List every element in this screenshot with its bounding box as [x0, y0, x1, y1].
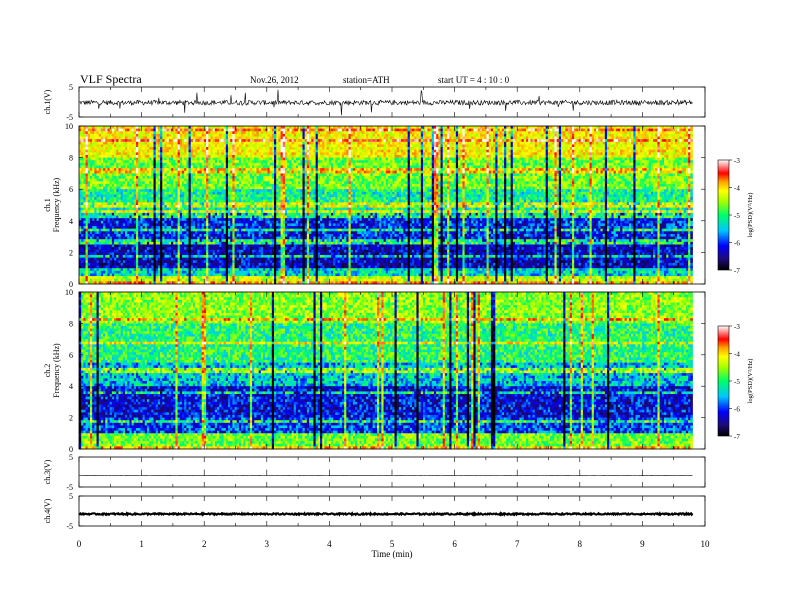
header-date: Nov.26, 2012 [250, 75, 299, 85]
spectrogram-cell [690, 129, 693, 132]
spectrogram-cell [690, 144, 693, 147]
header-start-time: start UT = 4 : 10 : 0 [438, 75, 510, 85]
spectrogram-cell [690, 168, 693, 171]
spectrogram-cell [690, 166, 693, 169]
spectrogram-cell [690, 160, 693, 163]
y-tick-label: -5 [66, 113, 73, 122]
spectrogram-cell [690, 152, 693, 155]
spectrogram-cell [690, 142, 693, 145]
spectrogram-cell [690, 155, 693, 158]
waveform-trace [79, 90, 693, 116]
spectrogram-cell [690, 134, 693, 137]
spectrogram-cell [690, 137, 693, 140]
spectrogram-cell [690, 163, 693, 166]
spectrogram-cell [690, 150, 693, 153]
spectrogram-cell [690, 126, 693, 129]
y-tick-label: 5 [69, 83, 73, 92]
header-station: station=ATH [343, 75, 390, 85]
spectrogram-cell [690, 147, 693, 150]
y-axis-label: ch.1(V) [43, 89, 52, 114]
spectrogram-cell [690, 139, 693, 142]
ch1-waveform-panel: 5 -5 ch.1(V) [43, 83, 705, 122]
spectrogram-cell [690, 131, 693, 134]
spectrogram-cell [690, 158, 693, 161]
figure-title: VLF Spectra [80, 72, 142, 86]
